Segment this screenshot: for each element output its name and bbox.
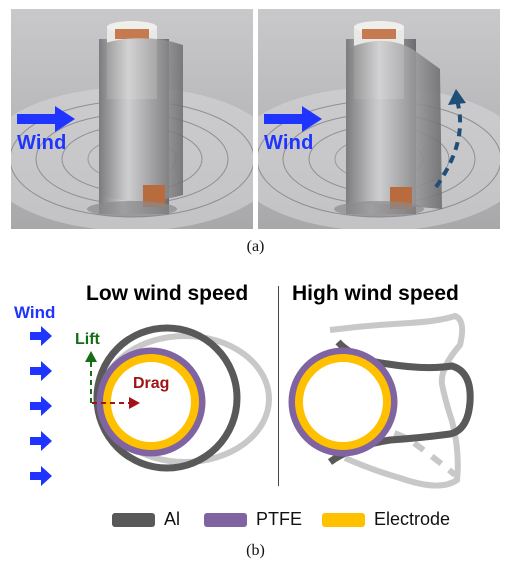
wind-arrow-icon-4 (30, 431, 52, 451)
low-wind-speed-title: Low wind speed (86, 282, 249, 305)
legend-swatch-ptfe (204, 513, 247, 527)
electrode-high (295, 354, 391, 450)
legend-label-ptfe: PTFE (256, 509, 303, 529)
wind-arrow-icon-1 (30, 326, 52, 346)
wind-label-left: Wind (17, 132, 67, 154)
divider-line (278, 286, 279, 486)
drag-label: Drag (133, 375, 170, 392)
wind-arrow-icon-2 (30, 361, 52, 381)
caption-a: (a) (246, 238, 265, 255)
lift-label: Lift (75, 331, 100, 348)
al-film-ghost-high (329, 312, 466, 489)
wind-arrow-icon-left (17, 106, 75, 132)
photo-right-illustration (258, 9, 500, 229)
right-arrow-icon (129, 397, 140, 409)
wind-arrow-icon-right (264, 106, 322, 132)
ptfe-layer-high (288, 347, 398, 457)
legend-swatch-al (112, 513, 155, 527)
photo-left-illustration (11, 9, 253, 229)
wind-arrows (30, 326, 52, 486)
high-wind-speed-title: High wind speed (292, 282, 459, 305)
photo-low-wind: Wind (11, 9, 253, 229)
electrode-low (103, 354, 199, 450)
caption-b: (b) (246, 542, 265, 559)
wind-label-right: Wind (264, 132, 314, 154)
legend-swatch-electrode (322, 513, 365, 527)
legend-label-al: Al (164, 509, 181, 529)
wind-arrow-icon-3 (30, 396, 52, 416)
ptfe-layer-low (96, 347, 206, 457)
photo-high-wind: Wind (258, 9, 500, 229)
wind-label-diagram: Wind (14, 303, 56, 322)
al-film-high (327, 339, 474, 465)
up-arrow-icon (85, 351, 97, 362)
wind-arrow-icon-5 (30, 466, 52, 486)
legend-label-electrode: Electrode (374, 509, 451, 529)
